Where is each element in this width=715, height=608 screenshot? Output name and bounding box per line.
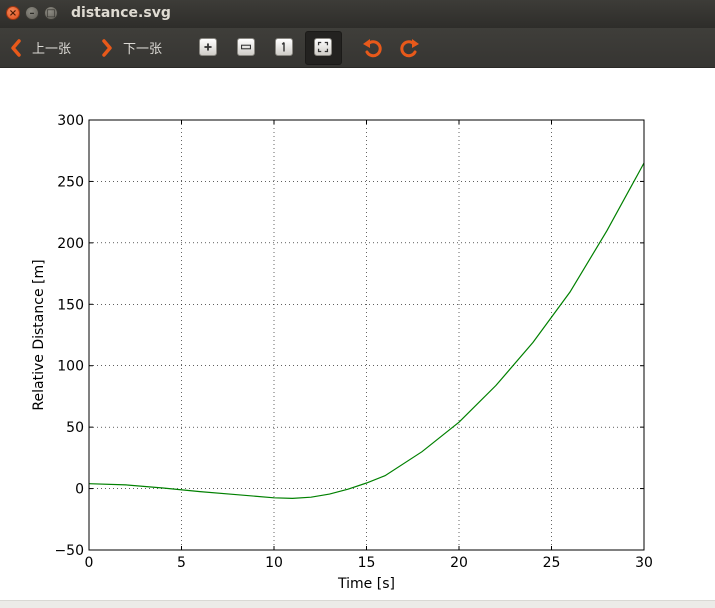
y-tick-label: 0: [75, 482, 84, 498]
chevron-left-icon: [11, 38, 21, 57]
rotate-right-icon[interactable]: [399, 36, 421, 58]
zoom-out-icon[interactable]: [237, 38, 255, 56]
y-tick-label: 200: [57, 236, 84, 252]
y-tick-label: 300: [57, 113, 84, 129]
x-tick-label: 20: [450, 555, 468, 571]
y-tick-label: −50: [54, 543, 84, 559]
distance-line: [88, 162, 645, 500]
x-tick-label: 15: [358, 555, 376, 571]
y-tick-label: 250: [57, 174, 84, 190]
chevron-right-icon: [102, 38, 112, 57]
rotate-left-icon[interactable]: [361, 36, 383, 58]
x-tick-label: 25: [543, 555, 561, 571]
x-tick-label: 5: [177, 555, 186, 571]
close-icon[interactable]: ×: [6, 6, 20, 20]
next-label: 下一张: [123, 42, 163, 57]
window-title: distance.svg: [71, 5, 171, 21]
prev-label: 上一张: [32, 42, 72, 57]
x-tick-label: 10: [265, 555, 283, 571]
grid: [88, 119, 645, 551]
y-tick-label: 50: [66, 420, 84, 436]
zoom-in-icon[interactable]: [199, 38, 217, 56]
title-bar: × – □ distance.svg: [0, 0, 715, 28]
toolbar: 上一张 下一张: [0, 28, 715, 68]
best-fit-icon: [314, 38, 332, 56]
next-image-button[interactable]: 下一张: [101, 28, 162, 67]
best-fit-button[interactable]: [305, 31, 342, 65]
prev-image-button[interactable]: 上一张: [10, 28, 71, 67]
x-axis-label: Time [s]: [337, 576, 395, 592]
status-strip: [0, 600, 715, 608]
x-tick-label: 30: [635, 555, 653, 571]
original-size-icon[interactable]: [275, 38, 293, 56]
minimize-icon[interactable]: –: [25, 6, 39, 20]
x-tick-label: 0: [85, 555, 94, 571]
y-axis-label: Relative Distance [m]: [31, 259, 47, 410]
maximize-icon[interactable]: □: [44, 6, 58, 20]
y-tick-label: 100: [57, 359, 84, 375]
y-tick-label: 150: [57, 297, 84, 313]
